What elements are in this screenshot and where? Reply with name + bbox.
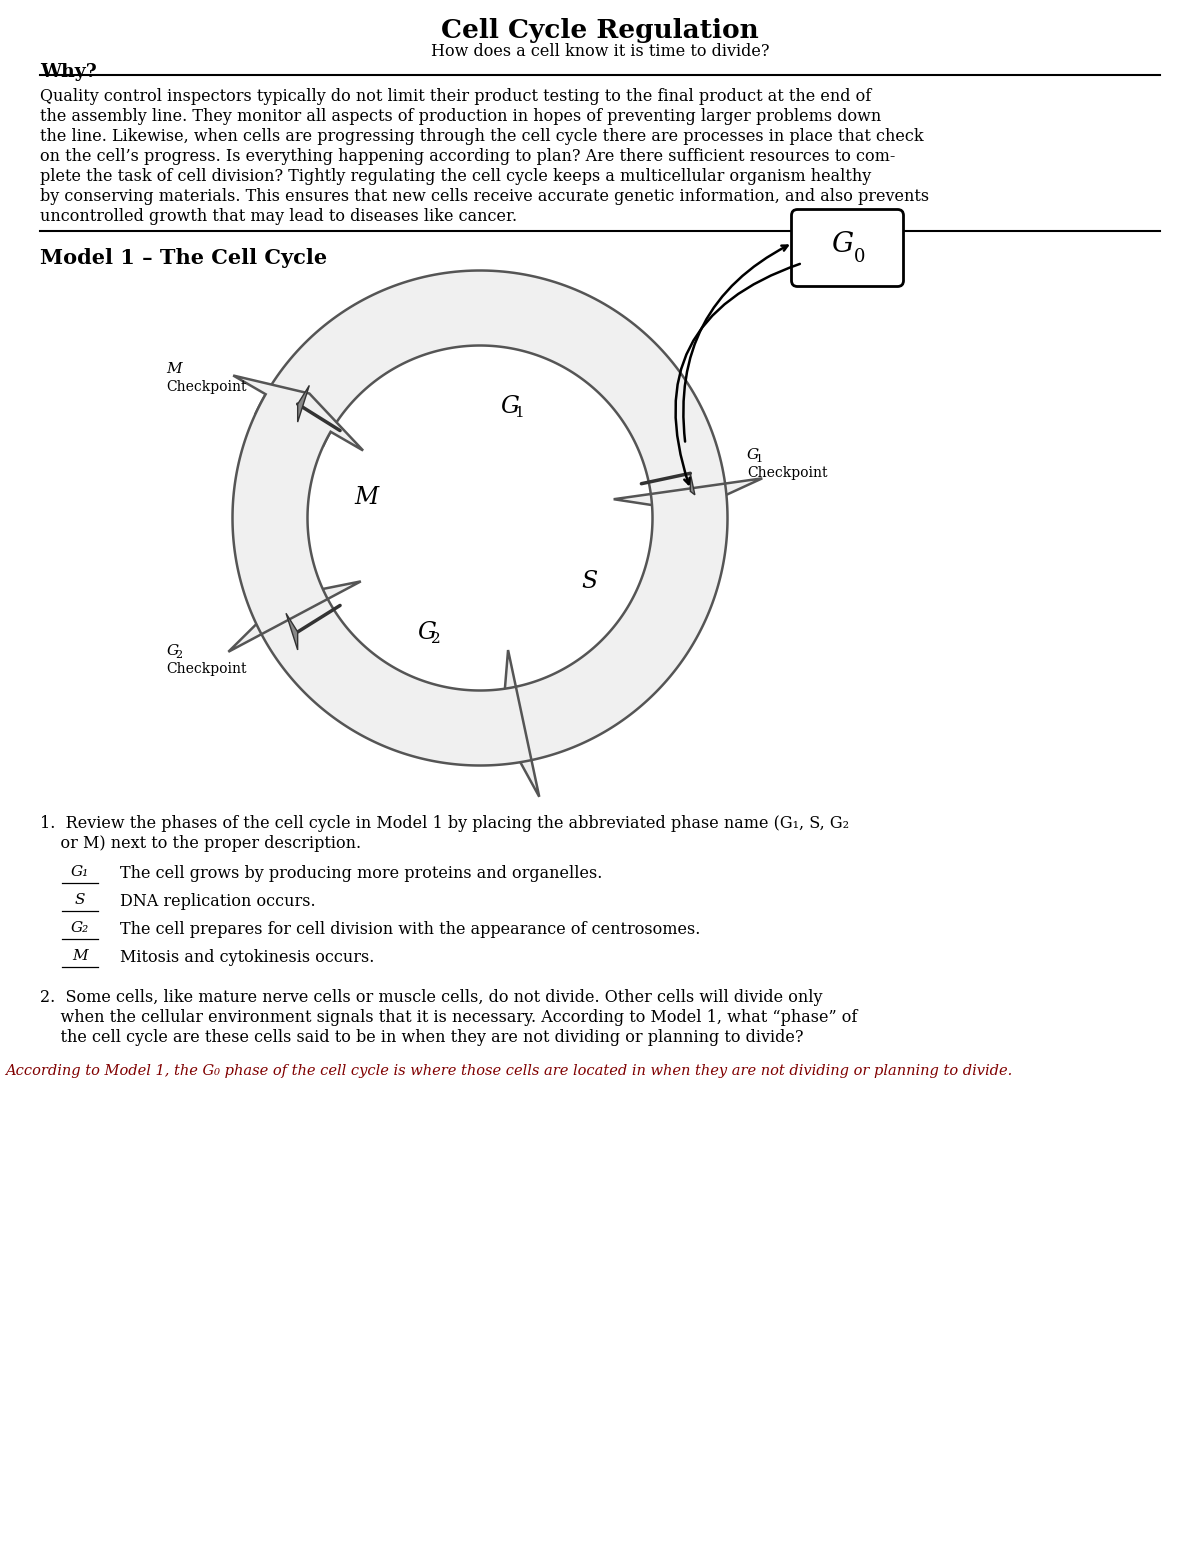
Text: Mitosis and cytokinesis occurs.: Mitosis and cytokinesis occurs. [120,949,374,966]
Text: G₂: G₂ [71,921,89,935]
Text: Quality control inspectors typically do not limit their product testing to the f: Quality control inspectors typically do … [40,89,871,106]
Text: Why?: Why? [40,64,97,81]
Text: DNA replication occurs.: DNA replication occurs. [120,893,316,910]
Polygon shape [256,270,762,511]
Text: The cell grows by producing more proteins and organelles.: The cell grows by producing more protein… [120,865,602,882]
Text: G: G [418,621,436,643]
Text: M: M [72,949,88,963]
Text: G₁: G₁ [71,865,89,879]
Polygon shape [233,376,364,634]
Text: The cell prepares for cell division with the appearance of centrosomes.: The cell prepares for cell division with… [120,921,701,938]
Polygon shape [690,474,695,495]
Text: the line. Likewise, when cells are progressing through the cell cycle there are : the line. Likewise, when cells are progr… [40,127,924,144]
Text: on the cell’s progress. Is everything happening according to plan? Are there suf: on the cell’s progress. Is everything ha… [40,148,895,165]
Polygon shape [298,385,310,422]
Text: uncontrolled growth that may lead to diseases like cancer.: uncontrolled growth that may lead to dis… [40,208,517,225]
Text: 1: 1 [515,407,524,421]
Polygon shape [286,613,298,651]
Text: the assembly line. They monitor all aspects of production in hopes of preventing: the assembly line. They monitor all aspe… [40,109,881,124]
Text: According to Model 1, the G₀ phase of the cell cycle is where those cells are lo: According to Model 1, the G₀ phase of th… [5,1064,1013,1078]
Text: S: S [581,570,598,593]
Text: S: S [74,893,85,907]
Polygon shape [502,483,727,797]
Text: G: G [167,644,179,658]
Text: G: G [500,394,520,418]
Text: Model 1 – The Cell Cycle: Model 1 – The Cell Cycle [40,248,328,269]
Text: Checkpoint: Checkpoint [167,379,247,393]
Text: Checkpoint: Checkpoint [746,466,827,480]
Text: 2: 2 [431,632,440,646]
Text: M: M [354,486,378,509]
Text: 0: 0 [853,248,865,266]
Polygon shape [228,581,532,766]
Text: G: G [832,230,853,258]
FancyBboxPatch shape [792,210,904,286]
Text: 2: 2 [175,651,182,660]
Text: plete the task of cell division? Tightly regulating the cell cycle keeps a multi: plete the task of cell division? Tightly… [40,168,871,185]
Text: or M) next to the proper description.: or M) next to the proper description. [40,836,361,853]
Text: Checkpoint: Checkpoint [167,663,247,677]
Text: 2.  Some cells, like mature nerve cells or muscle cells, do not divide. Other ce: 2. Some cells, like mature nerve cells o… [40,989,822,1006]
Text: 1.  Review the phases of the cell cycle in Model 1 by placing the abbreviated ph: 1. Review the phases of the cell cycle i… [40,815,850,832]
Text: Cell Cycle Regulation: Cell Cycle Regulation [442,19,758,43]
Text: the cell cycle are these cells said to be in when they are not dividing or plann: the cell cycle are these cells said to b… [40,1030,804,1047]
Text: when the cellular environment signals that it is necessary. According to Model 1: when the cellular environment signals th… [40,1009,857,1027]
Text: How does a cell know it is time to divide?: How does a cell know it is time to divid… [431,43,769,61]
Text: 1: 1 [756,455,763,464]
Text: M: M [167,362,182,376]
Text: G: G [746,449,758,463]
Text: by conserving materials. This ensures that new cells receive accurate genetic in: by conserving materials. This ensures th… [40,188,929,205]
